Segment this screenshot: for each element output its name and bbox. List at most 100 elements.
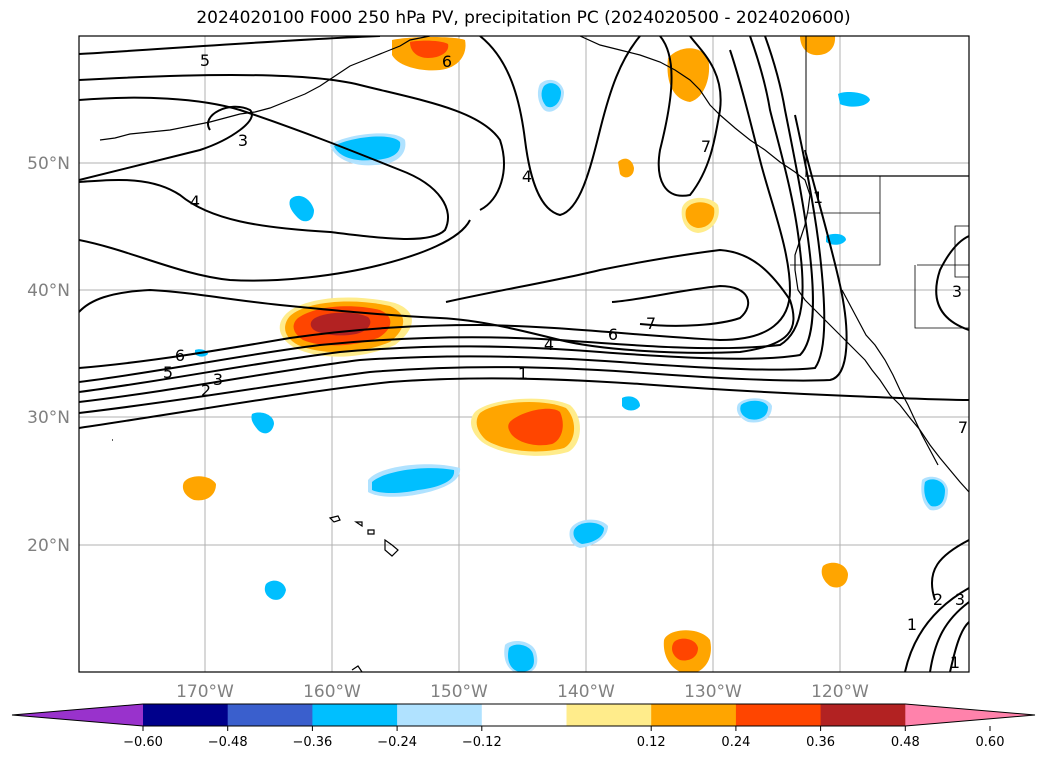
pv-contour-5 [79, 36, 804, 383]
figure-title: 2024020100 F000 250 hPa PV, precipitatio… [196, 8, 851, 28]
contour-label: 2 [201, 381, 211, 400]
precip-neg-158w-24n-core [372, 468, 455, 493]
aleutian-chain [99, 36, 431, 141]
contour-label: 5 [200, 51, 210, 70]
colorbar-tick-label: −0.60 [123, 735, 163, 750]
lat-label-50n: 50°N [27, 154, 70, 174]
pv-contour-1 [79, 377, 969, 429]
precip-blob-160w-37n [279, 297, 412, 357]
pv-contour-2 [79, 149, 848, 414]
pv-contour-7-panhandle [657, 36, 722, 197]
contour-label: 6 [442, 52, 452, 71]
colorbar-tick-label: 0.12 [637, 735, 666, 750]
precip-neg-165w-16n [264, 580, 286, 600]
pv-contour-7-ridge [79, 248, 795, 354]
colorbar-segment [143, 704, 229, 726]
colorbar-segment [820, 704, 906, 726]
pv-contour-1-south [904, 587, 969, 672]
precip-blob-top-right [800, 36, 836, 56]
pv-contour-2-south [929, 601, 969, 672]
contour-label: 4 [522, 167, 532, 186]
colorbar-segment [651, 704, 737, 726]
pv-contours [79, 36, 969, 672]
colorbar-tick-label: 0.36 [806, 735, 835, 750]
map-frame [78, 35, 970, 673]
precip-neg-165w-29n [251, 412, 274, 434]
pv-contour-3-east [935, 235, 969, 331]
precip-blob-132w-12n-core [672, 638, 698, 661]
precip-blob-131w-46n-core [685, 202, 715, 228]
precip-neg-166w-47n [289, 195, 314, 222]
contour-label: 2 [933, 590, 943, 609]
precip-neg-127w-30n-core [740, 400, 768, 420]
islet-south [351, 665, 363, 672]
contour-label: 7 [646, 314, 656, 333]
pv-contour-4b [79, 219, 471, 282]
contour-label: 1 [518, 364, 528, 383]
map-panel: 5 3 4 6 4 6 7 4 1 6 5 2 3 7 1 3 1 2 3 1 … [27, 35, 970, 702]
colorbar-segment [312, 704, 398, 726]
pv-contour-3-south [949, 621, 969, 672]
colorbar-segment [481, 704, 567, 726]
precip-blob-120w-18n [821, 562, 848, 588]
precip-blob-top-left-core [410, 40, 449, 58]
colorbar-segment [566, 704, 652, 726]
pv-contour-5-north [79, 36, 381, 55]
north-america-coast [579, 36, 969, 493]
pv-contour-4-west [79, 96, 449, 240]
colorbar-tick-label: 0.24 [721, 735, 750, 750]
longitude-labels: 170°W 160°W 150°W 140°W 130°W 120°W [176, 682, 869, 702]
baja-california [841, 289, 939, 466]
colorbar-segment [735, 704, 822, 726]
precip-neg-112w-24n-core [924, 479, 945, 507]
pv-contour-3 [79, 114, 826, 403]
lon-label-160w: 160°W [303, 682, 361, 702]
colorbar-tick-label: −0.12 [462, 735, 502, 750]
colorbar-tick-label: 0.60 [976, 735, 1005, 750]
lat-label-40n: 40°N [27, 281, 70, 301]
precip-neg-143w-55n-core [541, 83, 561, 108]
lon-label-130w: 130°W [684, 682, 742, 702]
state-borders [790, 176, 969, 329]
precip-neg-160w-50n-core [334, 136, 401, 161]
contour-label: 4 [544, 335, 554, 354]
hawaii [328, 515, 399, 557]
contour-label: 7 [701, 137, 711, 156]
precip-blob-170w-24n [182, 476, 216, 501]
lon-label-170w: 170°W [176, 682, 234, 702]
contour-label: 6 [608, 325, 618, 344]
contour-label: 3 [955, 590, 965, 609]
contour-label: 1 [907, 615, 917, 634]
contour-label: 7 [958, 418, 968, 437]
contour-label: 1 [950, 653, 960, 672]
precip-shading [182, 36, 948, 672]
contour-label: 4 [190, 192, 200, 211]
contour-label: 5 [163, 363, 173, 382]
colorbar-tick-label: −0.36 [292, 735, 332, 750]
latitude-labels: 50°N 40°N 30°N 20°N [27, 154, 70, 556]
lat-label-30n: 30°N [27, 408, 70, 428]
precip-neg-145w-12n-core [508, 644, 534, 672]
colorbar-extend-low [12, 704, 143, 726]
lon-label-140w: 140°W [557, 682, 615, 702]
precip-neg-137w-31n [622, 396, 640, 411]
contour-label: 6 [175, 346, 185, 365]
pv-contour-4-trough [479, 36, 641, 217]
precip-blob-137w-48n [618, 158, 634, 178]
colorbar: −0.60 −0.48 −0.36 −0.24 −0.12 0.12 0.24 0.36 0.4… [11, 703, 1036, 750]
pv-contour-5-loop [79, 74, 505, 211]
precip-neg-119w-55n [838, 92, 870, 107]
pv-contour-7-inner [611, 284, 750, 327]
precip-neg-141w-21n-core [573, 522, 604, 544]
contour-label: 3 [213, 370, 223, 389]
pv-contour-1-se [930, 539, 969, 601]
colorbar-tick-label: −0.48 [208, 735, 248, 750]
colorbar-extend-high [905, 704, 1035, 726]
contour-label: 3 [952, 282, 962, 301]
pv-contour-3 [79, 105, 253, 181]
colorbar-segment [397, 704, 483, 726]
pv-contour-4 [79, 36, 814, 393]
lon-label-150w: 150°W [430, 682, 488, 702]
lon-label-120w: 120°W [811, 682, 869, 702]
